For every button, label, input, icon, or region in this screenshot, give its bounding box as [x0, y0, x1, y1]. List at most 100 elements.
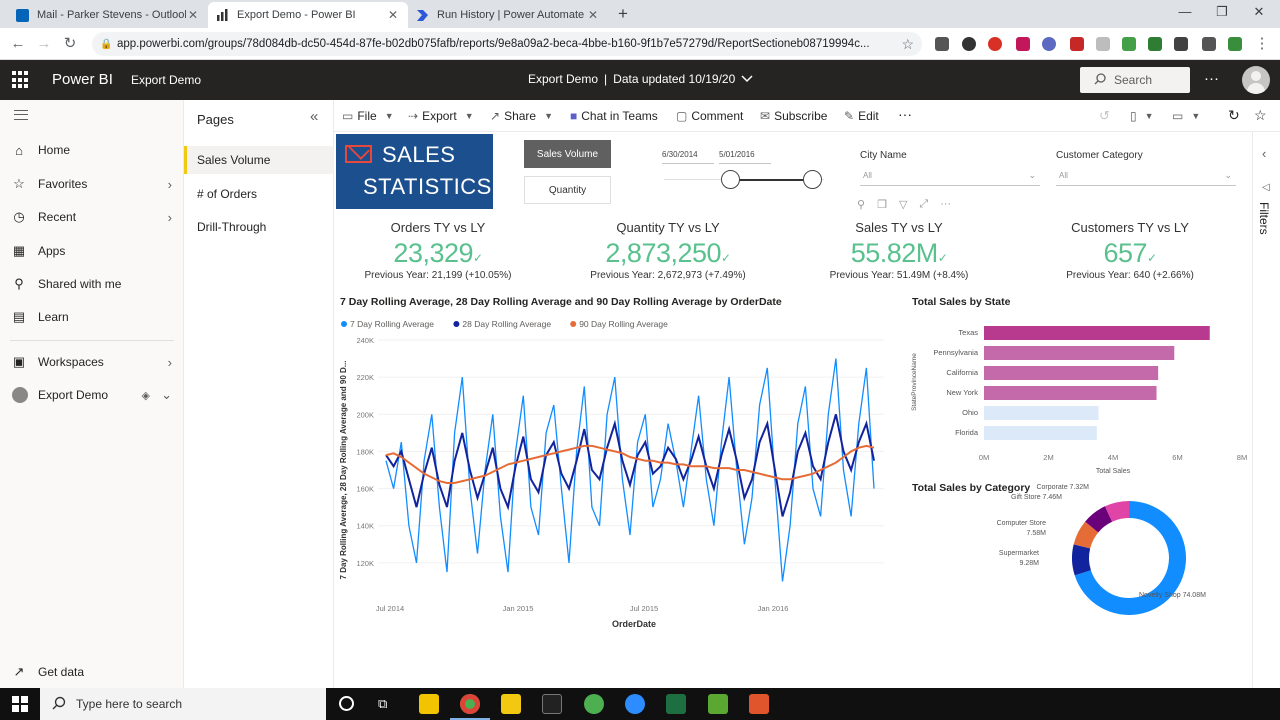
filter-icon[interactable]: ▽ [898, 199, 908, 211]
quantity-button[interactable]: Quantity [524, 176, 611, 204]
tab-power-automate[interactable]: Run History | Power Automate ✕ [408, 2, 608, 28]
category-slicer-dropdown[interactable]: All ⌄ [1056, 168, 1236, 186]
app-icon[interactable] [584, 694, 604, 714]
windows-start-icon[interactable] [12, 696, 28, 712]
file-menu-button[interactable]: ▭ File ▼ [342, 109, 394, 123]
collapse-chevrons-icon[interactable]: « [310, 108, 319, 125]
url-bar[interactable]: 🔒 app.powerbi.com/groups/78d084db-dc50-4… [92, 32, 922, 56]
brand-name[interactable]: Power BI [52, 71, 113, 88]
focus-mode-icon[interactable]: ⤢ [919, 198, 929, 210]
page-tab-drill-through[interactable]: Drill-Through [197, 220, 267, 234]
undo-icon[interactable]: ↺ [1099, 108, 1110, 123]
chevron-right-icon[interactable]: › [167, 209, 172, 225]
extension-icon[interactable] [935, 37, 949, 51]
view-button[interactable]: ▭ ▼ [1172, 109, 1200, 123]
extension-icon[interactable] [962, 37, 976, 51]
extension-icon[interactable] [1042, 37, 1056, 51]
new-tab-button[interactable]: + [618, 4, 628, 23]
date-slider-end-handle[interactable] [803, 170, 822, 189]
search-input[interactable]: Search [1080, 67, 1190, 93]
maximize-icon[interactable]: ❐ [1216, 4, 1228, 19]
extension-icon[interactable] [1228, 37, 1242, 51]
chevron-down-icon[interactable]: ⌄ [161, 387, 172, 402]
kpi-quantity-previous: Previous Year: 2,672,973 (+7.49%) [590, 270, 746, 281]
window-close-icon[interactable]: ✕ [1253, 4, 1265, 19]
bookmark-button[interactable]: ▯ ▼ [1130, 109, 1154, 123]
browser-menu-icon[interactable]: ⋮ [1254, 35, 1270, 52]
chevron-left-icon[interactable]: ‹ [1262, 146, 1267, 161]
file-explorer-icon[interactable] [419, 694, 439, 714]
extension-icon[interactable] [1096, 37, 1110, 51]
more-options-icon[interactable]: ··· [1204, 70, 1219, 87]
date-start-input[interactable]: 6/30/2014 [662, 150, 714, 164]
app-launcher-icon[interactable] [12, 71, 30, 89]
chevron-right-icon[interactable]: › [167, 354, 172, 370]
subscribe-button[interactable]: ✉ Subscribe [760, 109, 827, 123]
power-bi-desktop-icon[interactable] [501, 694, 521, 714]
share-menu-button[interactable]: ↗ Share ▼ [490, 109, 553, 123]
export-menu-button[interactable]: ⇢ Export ▼ [408, 109, 474, 123]
back-arrow-icon[interactable]: ← [10, 35, 26, 52]
close-icon[interactable]: ✕ [587, 8, 599, 22]
excel-icon[interactable] [666, 694, 686, 714]
close-icon[interactable]: ✕ [187, 8, 199, 22]
nav-item-shared-with-me[interactable]: ⚲ Shared with me [0, 270, 184, 298]
nav-item-recent[interactable]: ◷ Recent › [0, 203, 184, 231]
extension-icon[interactable] [1148, 37, 1162, 51]
nav-item-apps[interactable]: ▦ Apps [0, 237, 184, 265]
nav-item-workspaces[interactable]: ▣ Workspaces › [0, 348, 184, 376]
extension-icon[interactable] [1122, 37, 1136, 51]
puzzle-icon[interactable] [1202, 37, 1216, 51]
forward-arrow-icon[interactable]: → [36, 35, 52, 52]
cortana-icon[interactable] [339, 696, 354, 711]
refresh-icon[interactable]: ↻ [1228, 107, 1240, 123]
page-tab-orders[interactable]: # of Orders [197, 187, 258, 201]
copy-icon[interactable]: ❐ [877, 199, 887, 211]
chrome-icon[interactable] [460, 694, 480, 714]
tab-power-bi[interactable]: Export Demo - Power BI ✕ [208, 2, 408, 28]
extension-icon[interactable] [1174, 37, 1188, 51]
sales-volume-button[interactable]: Sales Volume [524, 140, 611, 168]
snagit-icon[interactable] [749, 694, 769, 714]
sales-by-state-bar-chart[interactable]: Texas Pennsylvania California New York Ohio F… [904, 312, 1249, 477]
hamburger-icon[interactable] [14, 110, 28, 120]
more-options-icon[interactable]: ··· [940, 198, 952, 210]
nav-item-export-demo[interactable]: Export Demo ◈ ⌄ [0, 381, 184, 409]
task-view-icon[interactable]: ⧉ [378, 696, 388, 711]
edit-button[interactable]: ✎ Edit [844, 109, 879, 123]
tab-outlook[interactable]: Mail - Parker Stevens - Outlook ✕ [8, 2, 208, 28]
pages-pane: Pages « Sales Volume # of Orders Drill-T… [184, 100, 334, 688]
city-slicer-dropdown[interactable]: All ⌄ [860, 168, 1040, 186]
sales-statistics-banner: SALES STATISTICS [336, 134, 493, 209]
nav-item-favorites[interactable]: ☆ Favorites › [0, 170, 184, 198]
extension-icon[interactable] [1070, 37, 1084, 51]
nav-item-learn[interactable]: ▤ Learn [0, 303, 184, 331]
close-icon[interactable]: ✕ [387, 8, 399, 22]
avatar[interactable] [1242, 66, 1270, 94]
nav-item-home[interactable]: ⌂ Home [0, 136, 184, 164]
camtasia-icon[interactable] [708, 694, 728, 714]
more-options-icon[interactable]: ··· [898, 106, 912, 122]
page-tab-sales-volume[interactable]: Sales Volume [184, 146, 334, 174]
filters-pane[interactable]: ‹ ◁ Filters [1252, 132, 1280, 688]
zoom-icon[interactable] [625, 694, 645, 714]
pin-icon[interactable]: ⚲ [857, 199, 866, 211]
date-end-input[interactable]: 5/01/2016 [719, 150, 771, 164]
minimize-icon[interactable]: — [1178, 4, 1192, 19]
reload-icon[interactable]: ↻ [63, 35, 77, 52]
date-slider-start-handle[interactable] [721, 170, 740, 189]
workspace-breadcrumb[interactable]: Export Demo [131, 73, 202, 87]
taskbar-search-input[interactable]: Type here to search [40, 688, 326, 720]
nav-item-get-data[interactable]: ↗ Get data [0, 658, 184, 686]
extension-icon[interactable] [1016, 37, 1030, 51]
terminal-icon[interactable] [542, 694, 562, 714]
bookmark-star-icon[interactable]: ☆ [901, 35, 914, 52]
comment-button[interactable]: ▢ Comment [676, 109, 743, 123]
chevron-right-icon[interactable]: › [167, 176, 172, 192]
report-title-dropdown[interactable]: Export Demo | Data updated 10/19/20 [528, 72, 753, 86]
chat-in-teams-button[interactable]: ■ Chat in Teams [570, 109, 658, 123]
rolling-average-line-chart[interactable]: 7 Day Rolling Average 28 Day Rolling Aver… [334, 312, 894, 632]
sales-by-category-donut-chart[interactable]: Novelty Shop 74.08M Supermarket 9.28M Compu… [904, 477, 1249, 627]
favorite-star-icon[interactable]: ☆ [1254, 107, 1267, 123]
extension-icon[interactable] [988, 37, 1002, 51]
